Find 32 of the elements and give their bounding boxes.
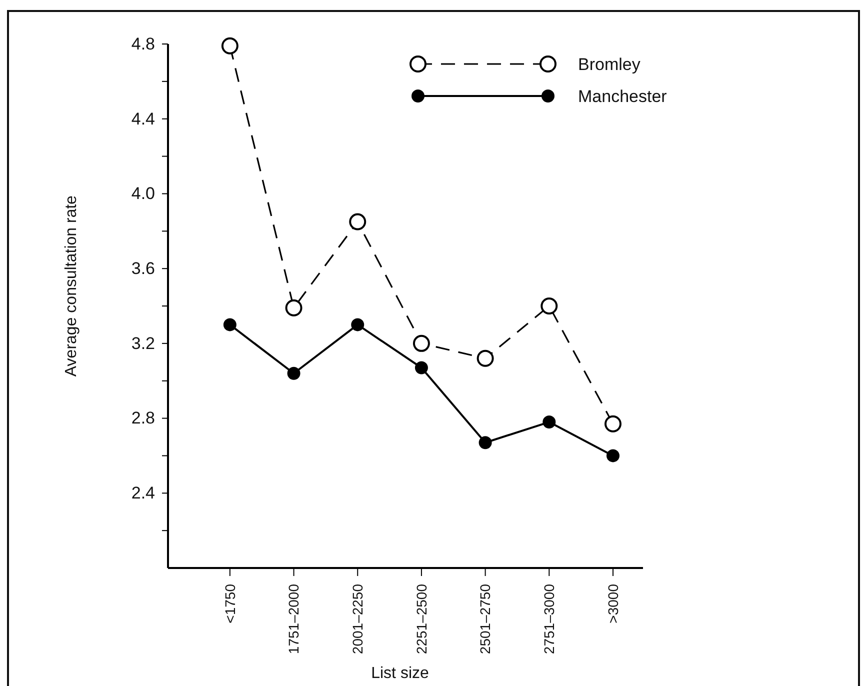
point [285,299,302,316]
legend-label: Bromley [578,54,641,74]
point [478,436,492,450]
x-tick-label: 2001–2250 [350,584,366,654]
y-tick-label: 4.0 [131,184,155,204]
x-tick-label: <1750 [222,584,238,624]
point [476,350,494,367]
x-axis-title: List size [371,665,429,682]
point [414,361,428,374]
point [223,318,236,332]
point [351,318,364,332]
x-tick-label: 2251–2500 [413,584,430,654]
y-tick-label: 4.4 [131,109,155,128]
y-tick-label: 3.2 [131,334,155,353]
point [542,416,556,429]
point [349,213,366,230]
y-tick-label: 3.6 [131,259,155,278]
point [221,37,238,54]
y-axis-title: Average consultation rate [63,195,80,377]
y-tick-label: 2.4 [131,484,155,503]
point [412,334,430,352]
x-tick-label: 2501–2750 [477,584,494,654]
x-tick-label: 1751–2000 [286,584,302,654]
point [540,298,558,314]
x-tick-label: >3000 [604,584,621,624]
legend-label: Manchester [578,86,668,106]
y-tick-label: 2.8 [131,408,155,428]
point [604,415,622,432]
y-tick-label: 4.8 [131,34,155,54]
point [606,449,620,462]
x-tick-label: 2751–3000 [541,584,558,654]
point [287,366,300,380]
